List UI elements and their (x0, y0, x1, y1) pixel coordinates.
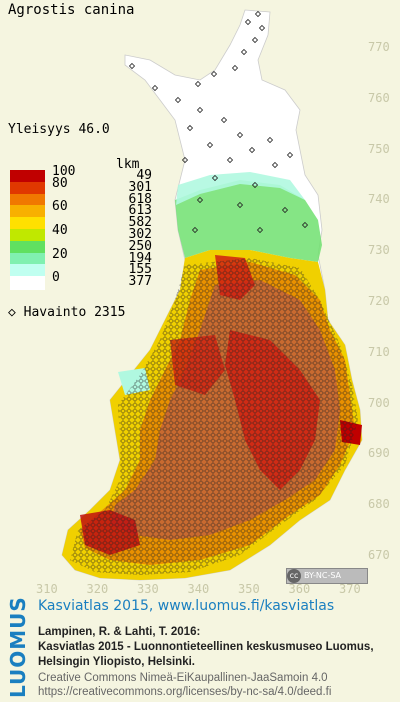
observation-marker (301, 221, 309, 229)
central-band-green (175, 180, 322, 262)
observation-marker (181, 156, 189, 164)
legend-value: 60 (52, 199, 68, 215)
observation-marker (236, 201, 244, 209)
distribution-map (61, 9, 363, 581)
legend-swatch (10, 229, 45, 243)
y-tick-label: 720 (368, 294, 390, 308)
frequency-label: Yleisyys 46.0 (8, 122, 110, 137)
observation-marker (251, 181, 259, 189)
legend-count: 194 (128, 250, 152, 266)
citation-line-2: Kasviatlas 2015 - Luonnontieteellinen ke… (38, 641, 374, 653)
legend-swatch (10, 252, 45, 267)
central-band-cyan (176, 172, 305, 205)
observation-marker (251, 36, 259, 44)
observation-marker (128, 62, 136, 70)
y-tick-label: 670 (368, 548, 390, 562)
citation-line-3: Helsingin Yliopisto, Helsinki. (38, 656, 195, 668)
legend-value: 20 (52, 246, 68, 262)
observation-marker (281, 206, 289, 214)
observation-grid (70, 258, 358, 575)
legend-swatch (10, 193, 45, 208)
legend-swatch (10, 205, 45, 220)
observation-marker (254, 10, 262, 18)
observation-marker (248, 146, 256, 154)
observation-marker (186, 124, 194, 132)
observation-marker (231, 64, 239, 72)
footer: LUOMUS Kasviatlas 2015, www.luomus.fi/ka… (0, 596, 400, 702)
observation-count: ◇ Havainto 2315 (8, 305, 125, 320)
x-tick-label: 340 (187, 582, 210, 596)
license-badge[interactable]: cc BY-NC-SA (286, 568, 368, 584)
observation-marker (258, 24, 266, 32)
observation-marker (211, 174, 219, 182)
y-tick-label: 730 (368, 243, 390, 258)
observation-marker (210, 70, 218, 78)
observation-marker (174, 96, 182, 104)
legend-swatch (10, 240, 45, 255)
license-link[interactable]: https://creativecommons.org/licenses/by-… (38, 686, 332, 698)
observation-marker (226, 156, 234, 164)
x-tick-label: 370 (339, 582, 361, 596)
y-tick-label: 710 (368, 344, 390, 359)
observation-marker (244, 18, 252, 26)
observation-marker (206, 141, 214, 149)
y-tick-label: 690 (368, 446, 390, 461)
observation-marker (266, 136, 274, 144)
observation-marker (151, 84, 159, 92)
legend-swatch (10, 181, 45, 196)
legend-value: 0 (52, 270, 60, 286)
legend-count: 49 (136, 168, 152, 183)
observation-marker (196, 106, 204, 114)
luomus-logo: LUOMUS (6, 596, 30, 698)
legend-count-header: lkm (116, 157, 140, 172)
observation-marker (271, 161, 279, 169)
y-tick-label: 680 (368, 497, 390, 512)
species-title: Agrostis canina (8, 2, 135, 18)
citation-line-1: Lampinen, R. & Lahti, T. 2016: (38, 626, 201, 638)
legend-value: 40 (52, 223, 68, 238)
x-tick-label: 310 (36, 582, 58, 596)
observation-marker (236, 131, 244, 139)
license-line-1: Creative Commons Nimeä-EiKaupallinen-Jaa… (38, 672, 328, 684)
license-badge-label: BY-NC-SA (304, 571, 342, 580)
legend-count: 582 (128, 215, 152, 231)
observation-marker (286, 151, 294, 159)
observation-marker (240, 48, 248, 56)
legend-count: 302 (128, 227, 152, 242)
legend-count: 250 (128, 238, 152, 254)
legend-swatch (10, 264, 45, 279)
x-tick-label: 350 (238, 582, 260, 596)
legend-swatch (10, 170, 45, 184)
observation-marker (220, 116, 228, 124)
legend-count: 377 (128, 274, 152, 290)
y-tick-label: 740 (368, 192, 390, 207)
observation-marker (196, 196, 204, 204)
y-tick-label: 700 (368, 395, 390, 410)
observation-label: Havainto 2315 (23, 305, 126, 320)
legend-swatch (10, 217, 45, 232)
legend-value: 100 (52, 164, 76, 179)
legend-swatch (10, 276, 45, 291)
y-tick-label: 760 (368, 90, 390, 105)
northern-observations (128, 10, 309, 234)
x-tick-label: 360 (288, 582, 311, 596)
observation-marker (256, 226, 264, 234)
diamond-icon: ◇ (8, 305, 16, 320)
legend-count: 301 (128, 179, 152, 195)
legend-count: 155 (128, 262, 152, 278)
cc-icon: cc (287, 569, 301, 583)
x-tick-label: 320 (86, 582, 109, 596)
atlas-link[interactable]: Kasviatlas 2015, www.luomus.fi/kasviatla… (38, 598, 335, 614)
observation-marker (194, 80, 202, 88)
legend: 100 49 80 301 618 60 613 582 40 302 250 20 194 155 0 37… (10, 158, 170, 298)
x-tick-label: 330 (137, 582, 159, 596)
legend-count: 613 (128, 203, 152, 219)
y-tick-label: 770 (368, 40, 390, 54)
legend-value: 80 (52, 175, 68, 191)
observation-marker (191, 226, 199, 234)
legend-count: 618 (128, 191, 152, 207)
y-tick-label: 750 (368, 141, 390, 156)
